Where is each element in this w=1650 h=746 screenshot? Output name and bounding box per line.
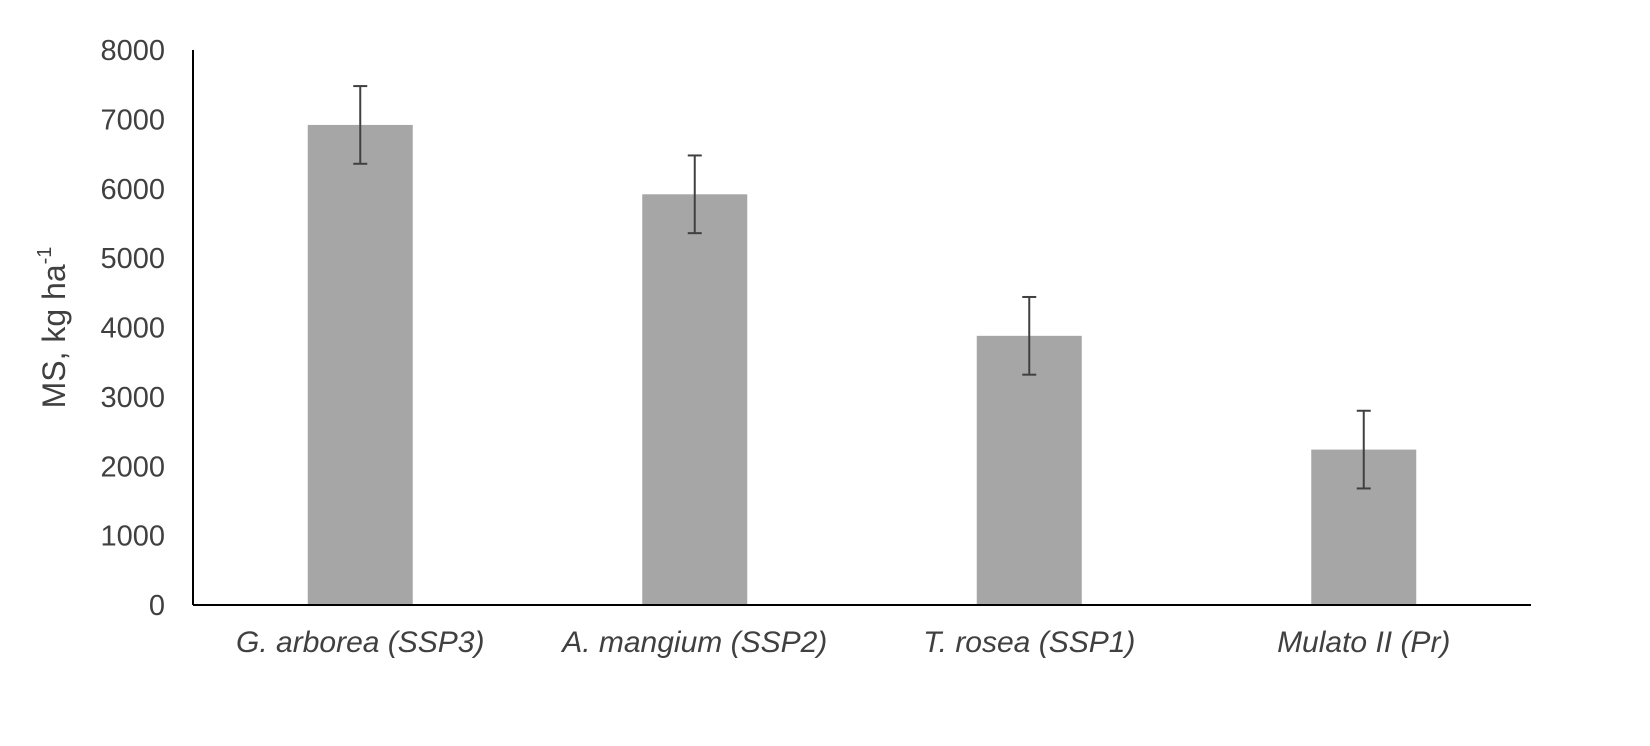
category-label-3: T. rosea (SSP1) bbox=[923, 626, 1135, 659]
y-tick-label-1000: 1000 bbox=[100, 521, 165, 553]
error-bar-4 bbox=[1356, 409, 1371, 490]
bar-1 bbox=[307, 124, 413, 606]
y-tick-label-8000: 8000 bbox=[100, 35, 165, 67]
y-tick-label-0: 0 bbox=[149, 590, 165, 622]
y-tick-label-4000: 4000 bbox=[100, 313, 165, 345]
category-label-2: A. mangium (SSP2) bbox=[560, 626, 827, 659]
y-axis-title-superscript: -1 bbox=[34, 247, 56, 265]
x-category-labels: G. arborea (SSP3) A. mangium (SSP2) T. ros… bbox=[236, 626, 1450, 659]
y-tick-label-2000: 2000 bbox=[100, 451, 165, 483]
category-label-4: Mulato II (Pr) bbox=[1277, 626, 1450, 659]
bar-2 bbox=[642, 194, 748, 606]
axes-layer bbox=[192, 50, 1531, 606]
bars-layer bbox=[307, 124, 1417, 606]
y-tick-label-3000: 3000 bbox=[100, 382, 165, 414]
y-tick-label-6000: 6000 bbox=[100, 174, 165, 206]
error-bar-2 bbox=[687, 154, 702, 235]
error-bar-3 bbox=[1022, 295, 1037, 376]
y-tick-label-5000: 5000 bbox=[100, 243, 165, 275]
y-axis-title: MS, kg ha-1 bbox=[34, 247, 72, 409]
y-tick-labels: 0 1000 2000 3000 4000 5000 6000 7000 8000 bbox=[100, 35, 165, 622]
category-label-1: G. arborea (SSP3) bbox=[236, 626, 484, 659]
error-bar-1 bbox=[353, 85, 368, 165]
bar-3 bbox=[976, 335, 1082, 605]
y-tick-label-7000: 7000 bbox=[100, 104, 165, 136]
y-axis-title-main: MS, kg ha bbox=[36, 264, 72, 408]
error-bars-layer bbox=[353, 85, 1371, 490]
